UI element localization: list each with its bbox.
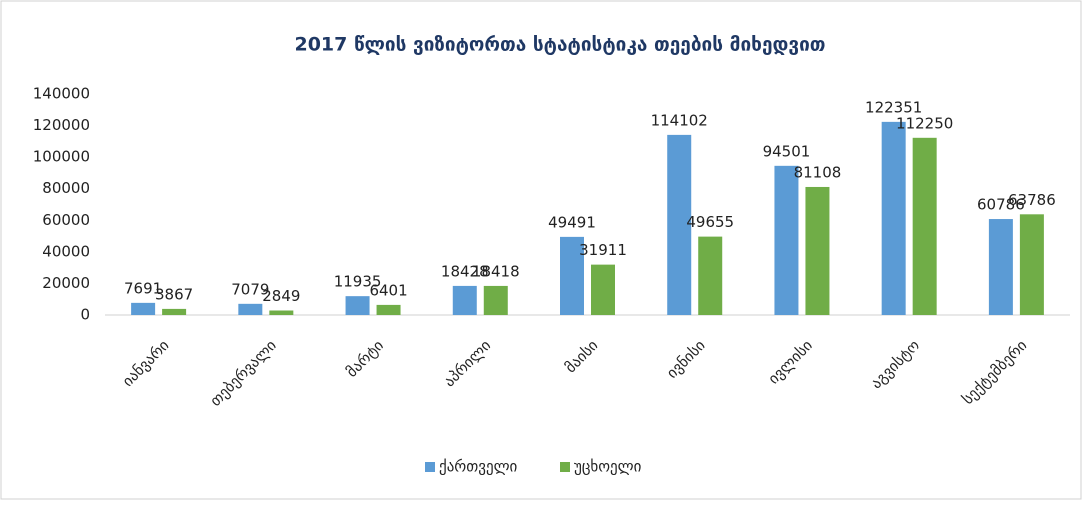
bar bbox=[591, 264, 615, 315]
data-label: 2849 bbox=[262, 287, 300, 305]
bar bbox=[131, 302, 156, 315]
data-label: 114102 bbox=[651, 111, 708, 129]
y-tick-label: 0 bbox=[80, 306, 90, 324]
data-label: 31911 bbox=[579, 241, 627, 259]
bar bbox=[560, 236, 584, 315]
data-label: 3867 bbox=[155, 285, 193, 303]
y-tick-label: 100000 bbox=[33, 148, 90, 166]
data-label: 18428 bbox=[441, 262, 489, 280]
y-tick-label: 20000 bbox=[42, 274, 90, 292]
bar bbox=[345, 296, 370, 315]
data-label: 94501 bbox=[763, 142, 811, 160]
data-label: 7691 bbox=[124, 279, 162, 297]
legend-label: ქართველი bbox=[439, 458, 518, 476]
bar bbox=[667, 134, 692, 315]
data-label: 7079 bbox=[231, 280, 269, 298]
y-tick-label: 80000 bbox=[42, 179, 90, 197]
bar bbox=[162, 308, 187, 315]
bar bbox=[483, 285, 508, 315]
data-label: 81108 bbox=[794, 163, 842, 181]
data-label: 63786 bbox=[1008, 191, 1056, 209]
y-tick-label: 140000 bbox=[33, 85, 90, 103]
y-tick-label: 60000 bbox=[42, 211, 90, 229]
bar bbox=[452, 285, 477, 315]
data-label: 18418 bbox=[472, 262, 520, 280]
data-label: 49491 bbox=[548, 213, 596, 231]
bar bbox=[1019, 214, 1044, 315]
legend-swatch bbox=[425, 462, 435, 472]
bar bbox=[238, 303, 263, 315]
data-label: 6401 bbox=[369, 281, 407, 299]
data-label: 122351 bbox=[865, 98, 922, 116]
chart-title: 2017 წლის ვიზიტორთა სტატისტიკა თეების მი… bbox=[294, 34, 825, 56]
y-tick-label: 40000 bbox=[42, 242, 90, 260]
legend-swatch bbox=[560, 462, 570, 472]
bar bbox=[805, 186, 830, 315]
bar bbox=[988, 219, 1013, 315]
bar bbox=[376, 304, 401, 315]
data-label: 60786 bbox=[977, 196, 1025, 214]
bar bbox=[774, 165, 799, 315]
bar bbox=[698, 236, 723, 315]
y-tick-label: 120000 bbox=[33, 116, 90, 134]
bar bbox=[912, 137, 937, 315]
bar bbox=[881, 121, 906, 316]
data-label: 11935 bbox=[334, 273, 382, 291]
data-label: 49655 bbox=[686, 213, 734, 231]
legend-label: უცხოელი bbox=[574, 458, 642, 476]
data-label: 112250 bbox=[896, 114, 953, 132]
bar bbox=[269, 310, 294, 315]
